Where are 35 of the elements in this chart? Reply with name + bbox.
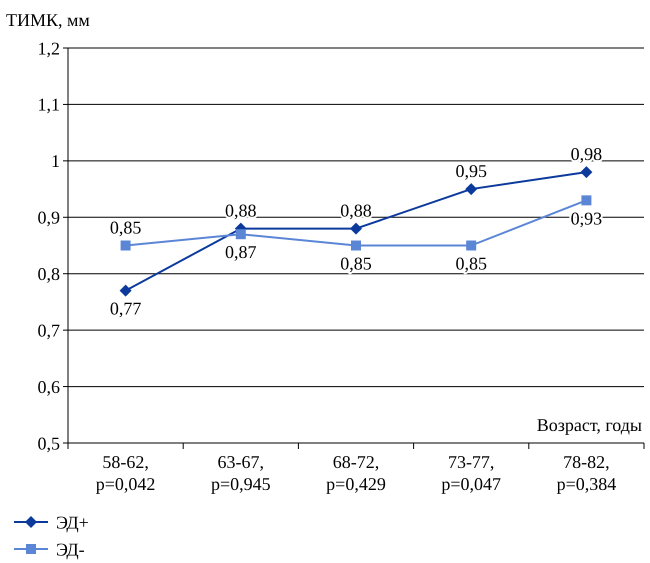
- data-label: 0,77: [110, 298, 142, 319]
- x-tick-label: 63-67, p=0,945: [210, 452, 271, 494]
- point: [465, 183, 478, 196]
- y-axis-title: ТИМК, мм: [6, 10, 90, 30]
- data-label: 0,98: [570, 144, 602, 164]
- y-tick-label: 1: [51, 151, 60, 172]
- y-tick-label: 1,1: [38, 94, 60, 115]
- y-tick-label: 0,7: [38, 320, 60, 340]
- data-label: 0,88: [225, 200, 257, 221]
- point: [120, 284, 132, 297]
- y-tick-label: 0,8: [38, 264, 60, 284]
- x-tick-label: 78-82, p=0,384: [556, 452, 616, 494]
- point: [350, 222, 362, 235]
- data-label: 0,85: [455, 254, 487, 274]
- data-label: 0,85: [340, 254, 372, 274]
- point: [581, 195, 592, 206]
- x-tick-label: 68-72, p=0,429: [326, 452, 386, 494]
- x-axis-title: Возраст, годы: [536, 415, 642, 435]
- legend-label: ЭД-: [56, 539, 85, 560]
- point: [351, 240, 361, 250]
- point: [466, 240, 476, 250]
- x-tick-label: 58-62, p=0,042: [96, 452, 156, 494]
- x-tick-label: 73-77, p=0,047: [441, 452, 502, 494]
- y-tick-label: 0,9: [38, 208, 60, 228]
- point: [120, 240, 131, 250]
- data-label: 0,85: [110, 218, 142, 238]
- point: [580, 166, 592, 178]
- data-label: 0,88: [340, 200, 372, 221]
- data-label: 0,95: [455, 161, 487, 182]
- y-tick-label: 0,6: [38, 376, 60, 397]
- legend-label: ЭД+: [56, 512, 89, 532]
- y-tick-label: 0,5: [38, 433, 60, 454]
- y-tick-label: 1,2: [38, 38, 60, 58]
- data-label: 0,87: [225, 242, 257, 262]
- point: [236, 229, 246, 240]
